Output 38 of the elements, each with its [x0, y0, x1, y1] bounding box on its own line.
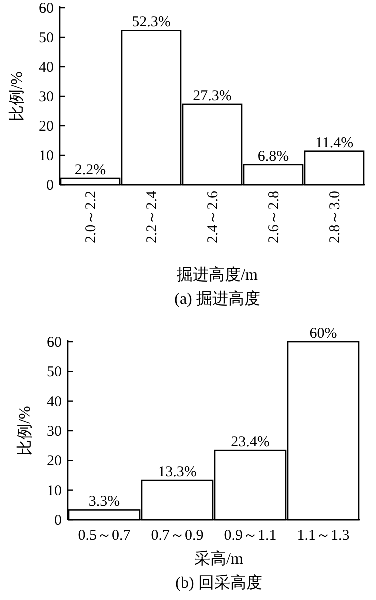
x-tick-label: 0.7～0.9 [151, 528, 204, 544]
text: (a) 掘进高度 [174, 290, 260, 308]
x-axis-title: 掘进高度/m [177, 266, 258, 284]
y-tick-label: 20 [39, 119, 54, 135]
y-axis-title: 比例/% [16, 406, 34, 456]
y-tick-label: 40 [39, 60, 54, 76]
data-label: 23.4% [231, 434, 270, 451]
x-tick-label: 1.1～1.3 [297, 528, 350, 544]
x-tick-label: 0.9～1.1 [224, 528, 277, 544]
data-label: 11.4% [315, 135, 354, 152]
y-tick-label: 0 [54, 513, 62, 529]
x-tick-label: 0.5～0.7 [78, 528, 132, 544]
data-label: 52.3% [132, 14, 171, 31]
x-axis-title: 采高/m [194, 550, 244, 568]
data-label: 13.3% [158, 464, 197, 481]
text: (b) 回采高度 [176, 574, 262, 592]
x-tick-label: 2.8～3.0 [328, 191, 344, 244]
y-tick-label: 30 [39, 90, 54, 106]
y-tick-label: 10 [39, 148, 54, 164]
x-tick-label: 2.2～2.4 [144, 190, 160, 244]
data-label: 6.8% [258, 148, 290, 165]
data-label: 27.3% [193, 88, 232, 104]
x-tick-label: 2.6～2.8 [266, 191, 282, 244]
x-tick-label: 2.4～2.6 [206, 190, 222, 244]
data-label: 60% [310, 326, 338, 342]
y-tick-label: 10 [47, 483, 62, 500]
y-tick-label: 60 [39, 1, 54, 17]
y-tick-label: 0 [46, 178, 54, 194]
data-label: 2.2% [74, 162, 106, 179]
y-tick-label: 20 [47, 454, 62, 470]
x-tick-label: 2.0～2.2 [84, 191, 100, 244]
y-tick-label: 30 [47, 424, 62, 440]
y-tick-label: 50 [47, 364, 62, 381]
y-axis-title: 比例/% [8, 72, 26, 122]
y-tick-label: 50 [39, 30, 54, 46]
data-label: 3.3% [88, 494, 120, 510]
y-tick-label: 40 [47, 394, 62, 410]
y-tick-label: 60 [47, 335, 62, 351]
